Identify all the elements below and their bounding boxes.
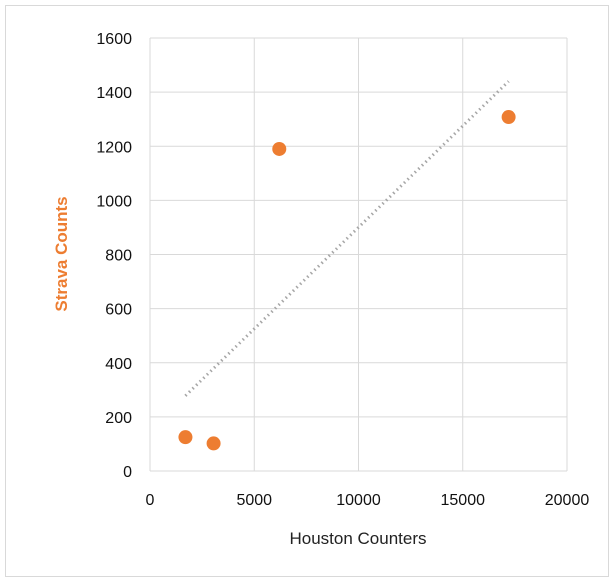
trendline xyxy=(184,80,510,397)
x-tick-label-0: 0 xyxy=(146,492,155,509)
y-tick-label-3: 600 xyxy=(105,302,132,319)
data-point-0-0 xyxy=(178,430,193,445)
data-point-0-2 xyxy=(272,141,287,156)
y-tick-labels: 0 200 400 600 800 1000 1200 1400 1600 xyxy=(96,31,132,481)
x-axis-title: Houston Counters xyxy=(289,529,426,548)
data-points xyxy=(178,110,516,451)
trendline-group xyxy=(184,80,510,397)
x-tick-label-3: 15000 xyxy=(441,492,486,509)
y-tick-label-4: 800 xyxy=(105,248,132,265)
y-tick-label-8: 1600 xyxy=(96,31,132,48)
data-point-0-1 xyxy=(206,436,221,451)
y-tick-label-6: 1200 xyxy=(96,139,132,156)
y-tick-label-7: 1400 xyxy=(96,85,132,102)
grid-lines xyxy=(149,37,568,472)
chart-frame xyxy=(5,5,609,577)
y-tick-label-1: 200 xyxy=(105,410,132,427)
data-point-0-3 xyxy=(501,110,516,125)
y-axis-title: Strava Counts xyxy=(52,196,71,311)
y-tick-label-5: 1000 xyxy=(96,193,132,210)
y-tick-label-0: 0 xyxy=(123,464,132,481)
x-tick-labels: 0 5000 10000 15000 20000 xyxy=(146,492,590,509)
y-tick-label-2: 400 xyxy=(105,356,132,373)
x-tick-label-4: 20000 xyxy=(545,492,590,509)
x-tick-label-2: 10000 xyxy=(336,492,381,509)
x-tick-label-1: 5000 xyxy=(236,492,272,509)
